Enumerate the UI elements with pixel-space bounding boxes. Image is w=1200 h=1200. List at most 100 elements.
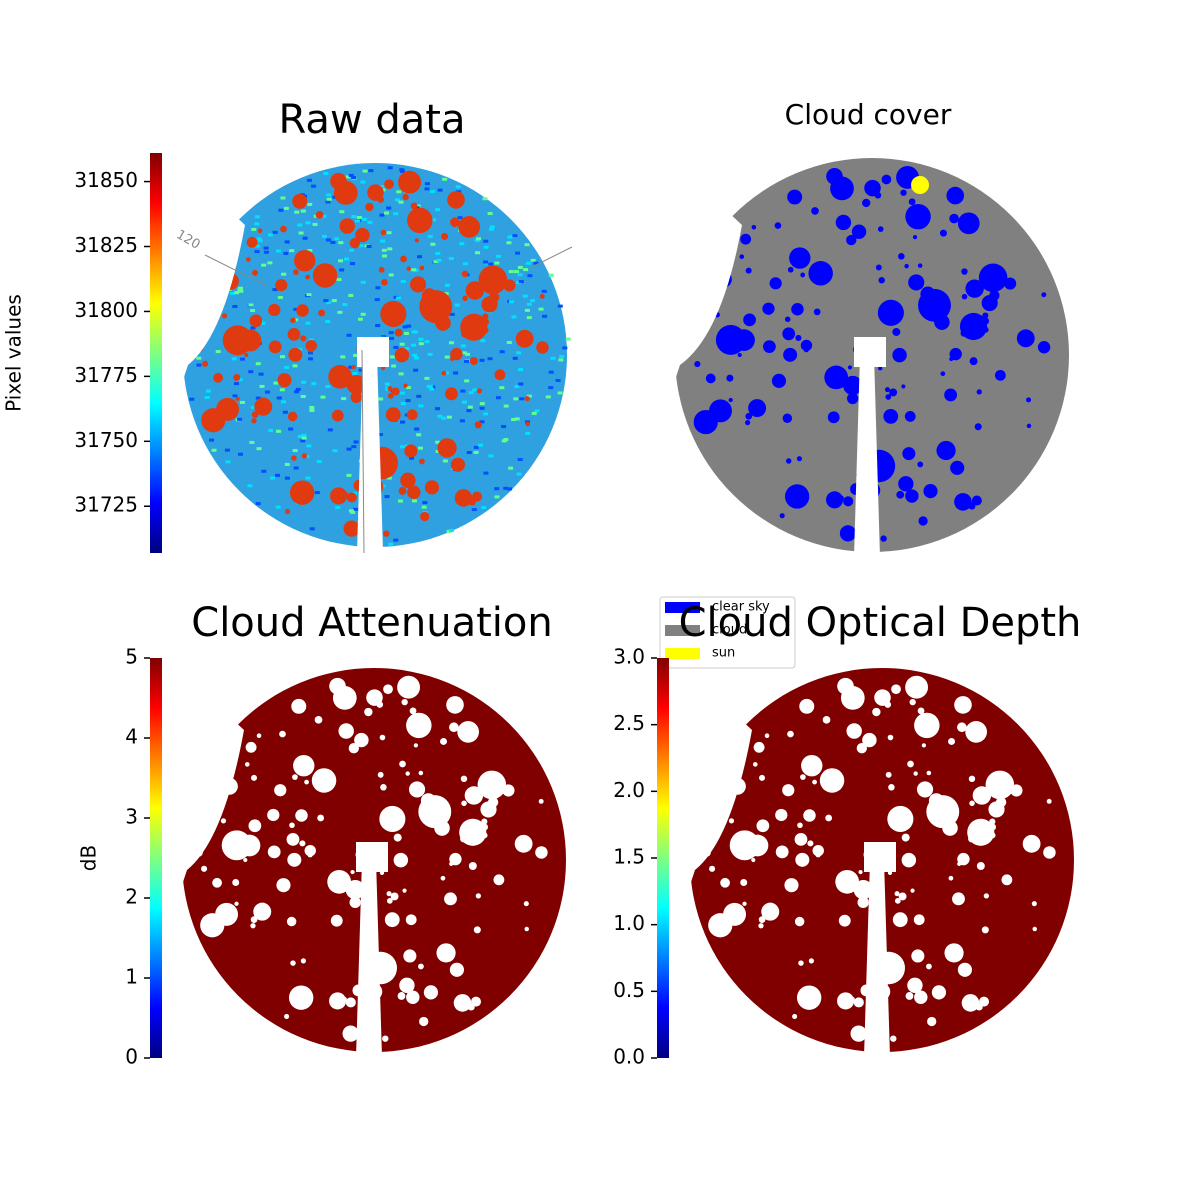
blob bbox=[885, 394, 892, 400]
blob bbox=[288, 347, 303, 362]
noise bbox=[424, 376, 430, 380]
blob bbox=[796, 985, 822, 1010]
noise bbox=[311, 382, 317, 386]
noise bbox=[503, 486, 509, 490]
noise bbox=[503, 438, 509, 442]
blob bbox=[920, 286, 936, 302]
blob bbox=[409, 707, 417, 715]
blob bbox=[447, 191, 465, 209]
blob bbox=[293, 269, 299, 275]
noise bbox=[433, 260, 439, 264]
blob bbox=[807, 840, 814, 847]
blob bbox=[762, 302, 775, 315]
noise bbox=[398, 372, 404, 376]
noise bbox=[464, 379, 470, 383]
blob bbox=[377, 196, 385, 203]
blob bbox=[538, 798, 544, 804]
blob bbox=[257, 228, 263, 234]
blob bbox=[889, 388, 898, 397]
blob bbox=[1022, 834, 1041, 853]
blob bbox=[279, 730, 286, 738]
noise bbox=[550, 356, 556, 360]
blob bbox=[892, 327, 901, 336]
tick-label: 4 bbox=[125, 725, 138, 749]
blob bbox=[300, 958, 306, 964]
blob bbox=[318, 309, 326, 317]
noise bbox=[393, 212, 399, 216]
noise bbox=[339, 210, 345, 214]
blob bbox=[969, 800, 975, 807]
noise bbox=[448, 341, 454, 345]
noise bbox=[231, 357, 237, 361]
blob bbox=[376, 701, 384, 708]
blob bbox=[296, 304, 309, 317]
blob bbox=[843, 375, 863, 396]
blob bbox=[276, 878, 291, 893]
blob bbox=[761, 902, 780, 921]
noise bbox=[494, 261, 500, 265]
blob bbox=[449, 722, 459, 733]
noise bbox=[247, 484, 253, 488]
blob bbox=[784, 484, 810, 509]
blob bbox=[502, 784, 515, 797]
blob bbox=[493, 874, 505, 886]
blob bbox=[289, 480, 315, 505]
noise bbox=[305, 221, 311, 225]
noise bbox=[424, 182, 430, 186]
blob bbox=[515, 329, 534, 348]
sun bbox=[911, 176, 929, 194]
blob bbox=[843, 496, 854, 507]
blob bbox=[477, 770, 507, 800]
noise bbox=[346, 333, 352, 337]
noise bbox=[300, 209, 306, 213]
noise bbox=[495, 254, 501, 258]
blob bbox=[482, 313, 489, 320]
noise bbox=[548, 273, 554, 277]
blob bbox=[445, 387, 458, 401]
blob bbox=[880, 535, 887, 542]
blob bbox=[884, 387, 891, 393]
mask bbox=[864, 842, 896, 872]
blob bbox=[812, 844, 824, 857]
guide-line bbox=[361, 349, 365, 554]
blob bbox=[888, 784, 895, 791]
blob bbox=[784, 316, 791, 323]
blob bbox=[287, 411, 298, 422]
blob bbox=[851, 224, 867, 239]
blob bbox=[393, 852, 409, 868]
noise bbox=[545, 395, 551, 399]
noise bbox=[487, 357, 493, 361]
noise bbox=[503, 404, 509, 408]
blob bbox=[961, 994, 980, 1012]
tick-label: 3 bbox=[125, 805, 138, 829]
blob bbox=[907, 977, 923, 994]
blob bbox=[705, 373, 716, 384]
blob bbox=[393, 833, 402, 842]
blob bbox=[877, 226, 884, 232]
tick-label: 31825 bbox=[74, 233, 138, 257]
blob bbox=[1001, 874, 1013, 886]
blob bbox=[294, 249, 316, 272]
blob bbox=[892, 347, 907, 363]
noise bbox=[430, 385, 436, 389]
blob bbox=[926, 963, 932, 970]
noise bbox=[237, 286, 243, 290]
blob bbox=[399, 760, 406, 768]
blob bbox=[913, 771, 918, 776]
blob bbox=[822, 715, 831, 724]
noise bbox=[400, 402, 406, 406]
blob bbox=[304, 844, 316, 857]
blob bbox=[874, 191, 882, 199]
blob bbox=[974, 423, 982, 431]
blob bbox=[795, 852, 810, 867]
blob bbox=[813, 308, 821, 316]
blob bbox=[327, 869, 352, 894]
noise bbox=[427, 234, 433, 238]
blob bbox=[982, 326, 989, 333]
noise bbox=[508, 300, 514, 304]
blob bbox=[887, 805, 914, 832]
noise bbox=[292, 449, 298, 453]
blob bbox=[894, 891, 900, 897]
noise bbox=[416, 433, 422, 437]
